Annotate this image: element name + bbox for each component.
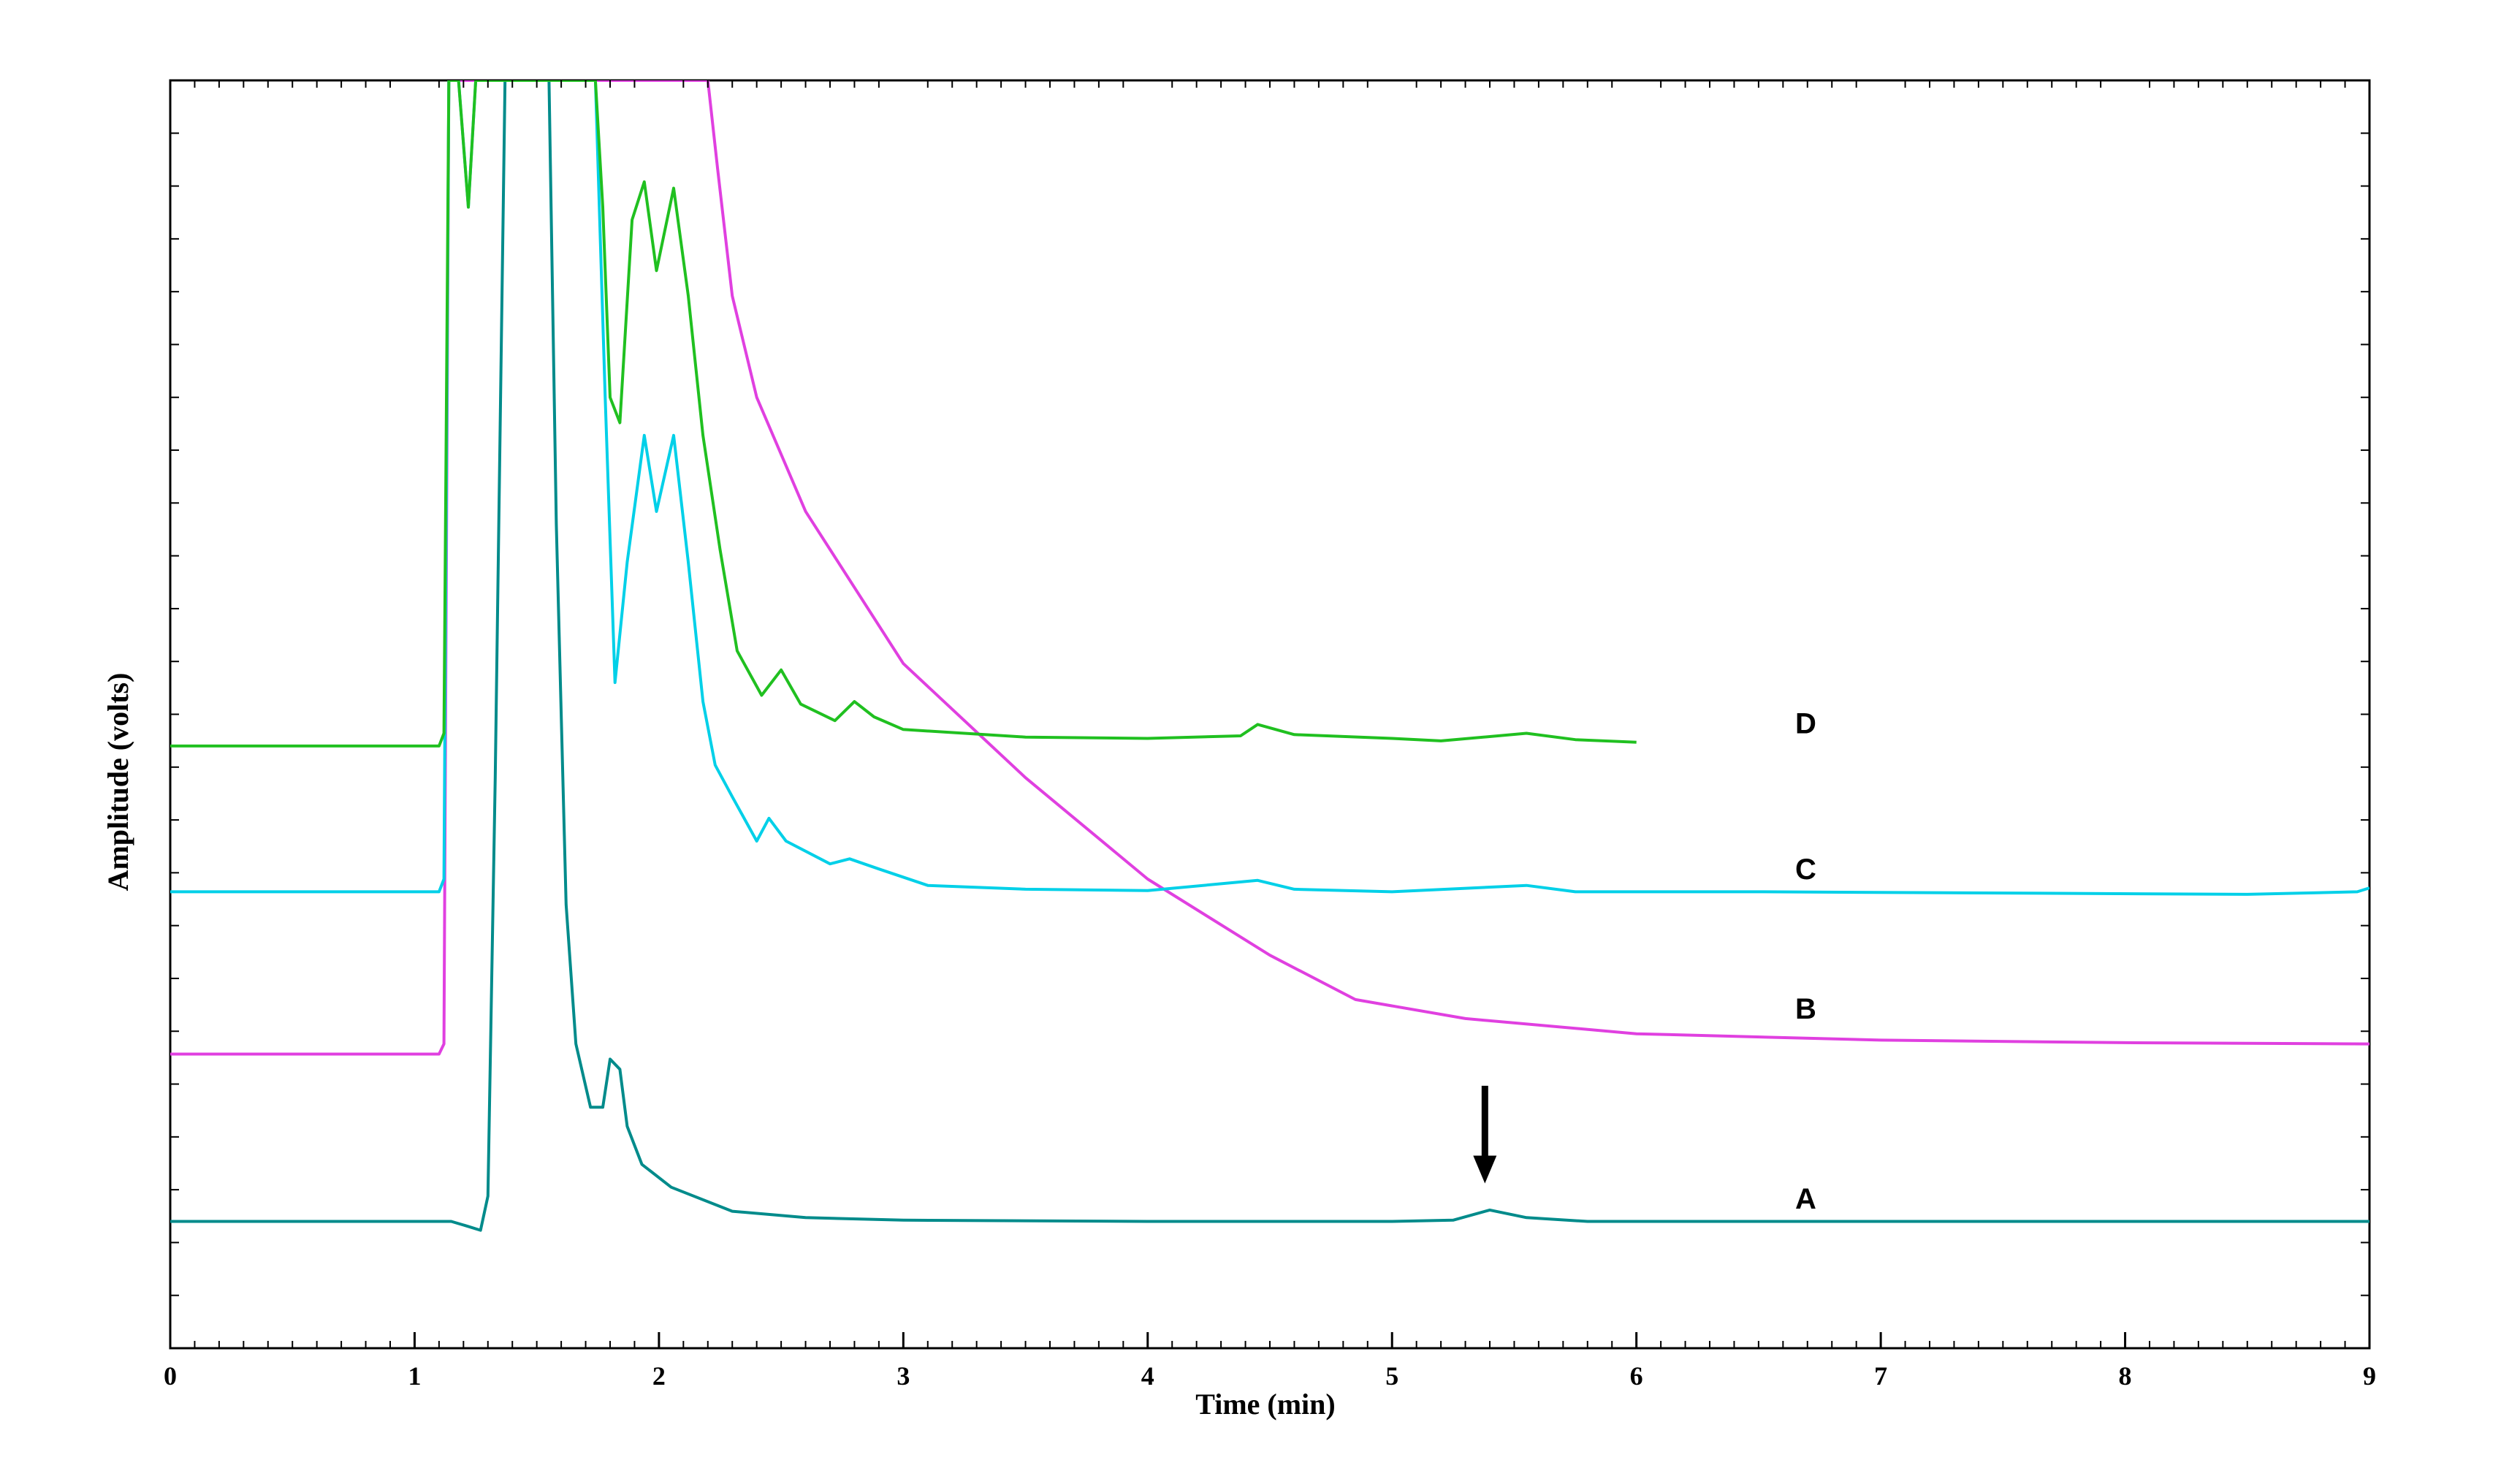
x-tick-label: 4 — [1141, 1361, 1154, 1391]
x-tick-label: 5 — [1385, 1361, 1398, 1391]
x-axis-title: Time (min) — [1195, 1388, 1335, 1421]
ticks-layer: 0 1 2 3 4 5 6 7 8 9 — [164, 80, 2376, 1391]
series-label-b: B — [1795, 993, 1816, 1025]
series-label-a: A — [1795, 1183, 1816, 1215]
series-line-b — [170, 80, 2369, 1056]
x-tick-label: 9 — [2363, 1361, 2376, 1391]
series-line-a — [170, 80, 2369, 1232]
annotations-layer — [1473, 1085, 1497, 1184]
x-tick-label: 3 — [897, 1361, 910, 1391]
x-tick-label: 0 — [164, 1361, 177, 1391]
x-tick-label: 2 — [652, 1361, 666, 1391]
x-tick-label: 1 — [408, 1361, 421, 1391]
series-label-d: D — [1795, 708, 1816, 740]
series-line-c — [170, 80, 2369, 896]
series-line-d — [170, 80, 1637, 748]
series-label-c: C — [1795, 853, 1816, 886]
x-tick-label: 7 — [1874, 1361, 1887, 1391]
x-tick-label: 6 — [1630, 1361, 1643, 1391]
x-tick-label: 8 — [2119, 1361, 2132, 1391]
series-layer — [170, 80, 2369, 1232]
y-axis-title: Amplitude (volts) — [102, 673, 134, 891]
labels-layer: D C B A — [1795, 708, 1816, 1216]
arrow-annotation-head — [1473, 1155, 1497, 1184]
